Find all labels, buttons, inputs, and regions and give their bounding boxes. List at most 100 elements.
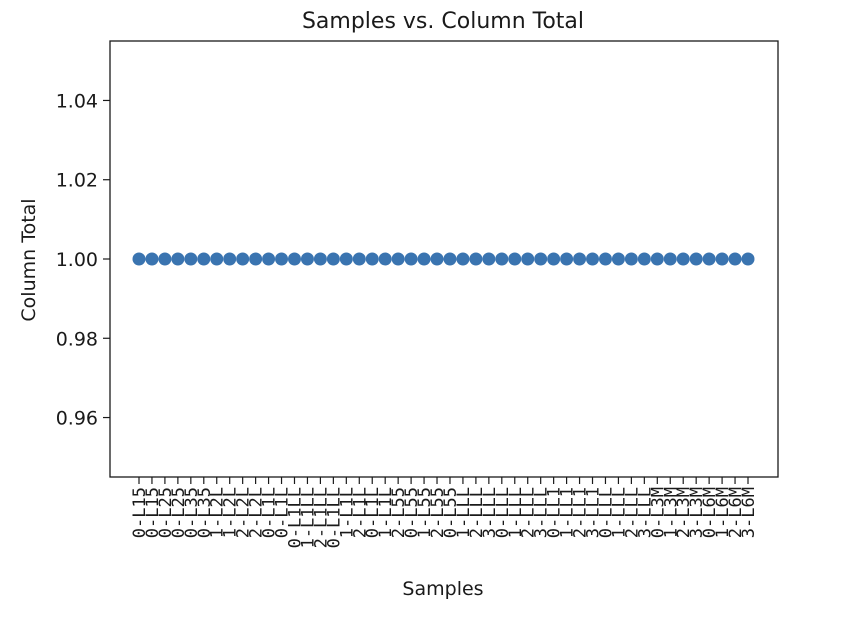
x-tick-label: 1-L3M (661, 487, 681, 538)
x-tick-label: 1-L2L (221, 487, 241, 538)
data-point (663, 252, 677, 266)
data-point (197, 252, 211, 266)
x-tick-label: 3-LLL (480, 487, 500, 538)
x-tick-label: 0-L55 (402, 487, 422, 538)
data-point (689, 252, 703, 266)
x-tick-label: 3-LLL (635, 487, 655, 538)
data-point (598, 252, 612, 266)
x-tick-label: 0-L55 (441, 487, 461, 538)
data-point (223, 252, 237, 266)
data-point (573, 252, 587, 266)
plot-frame (109, 40, 779, 478)
data-point (339, 252, 353, 266)
data-point (365, 252, 379, 266)
x-tick-label: 0-L1L (273, 487, 293, 538)
x-tick-label: 0-LLL (596, 487, 616, 538)
chart-title: Samples vs. Column Total (302, 9, 584, 34)
x-tick-label: 1-L55 (415, 487, 435, 538)
x-tick-label: 0-L1LL (285, 487, 305, 548)
data-point (547, 252, 561, 266)
x-tick-label: 2-L55 (428, 487, 448, 538)
x-tick-label: 0-LL1 (545, 487, 565, 538)
data-point (404, 252, 418, 266)
x-axis-label: Samples (402, 578, 483, 600)
data-point (521, 252, 535, 266)
data-point (508, 252, 522, 266)
data-point (728, 252, 742, 266)
x-tick-label: 0-L25 (156, 487, 176, 538)
data-point (715, 252, 729, 266)
x-tick-label: 1-LLL (506, 487, 526, 538)
y-tick-label: 0.98 (56, 328, 98, 350)
data-point (352, 252, 366, 266)
x-tick-label: 1-LLL (609, 487, 629, 538)
y-tick-label: 0.96 (56, 408, 98, 430)
data-point (132, 252, 146, 266)
x-tick-label: 2-L55 (389, 487, 409, 538)
x-tick-label: 0-LLL (493, 487, 513, 538)
data-point (560, 252, 574, 266)
x-tick-label: 2-LL1 (571, 487, 591, 538)
data-point (145, 252, 159, 266)
x-tick-label: 1-L1L (376, 487, 396, 538)
data-point (262, 252, 276, 266)
x-tick-label: 3-L3M (687, 487, 707, 538)
x-tick-label: 1-L6M (713, 487, 733, 538)
data-point (158, 252, 172, 266)
data-point (624, 252, 638, 266)
data-point (287, 252, 301, 266)
data-point (495, 252, 509, 266)
x-tick-label: 0-L6M (700, 487, 720, 538)
x-tick-label: 2-L1L (350, 487, 370, 538)
x-tick-label: 0-L35 (195, 487, 215, 538)
data-point (378, 252, 392, 266)
x-tick-label: 0-L25 (169, 487, 189, 538)
data-point (702, 252, 716, 266)
x-tick-label: 2-LLL (519, 487, 539, 538)
data-point (482, 252, 496, 266)
x-tick-label: 3-L6M (739, 487, 759, 538)
x-tick-label: 0-L1L (260, 487, 280, 538)
data-point (184, 252, 198, 266)
y-axis-ticks: 0.96 0.98 1.00 1.02 1.04 (56, 90, 110, 430)
data-point (313, 252, 327, 266)
x-tick-label: 1-LL1 (558, 487, 578, 538)
x-tick-label: 0-L15 (130, 487, 150, 538)
data-point (171, 252, 185, 266)
data-point (534, 252, 548, 266)
data-point (236, 252, 250, 266)
data-point (430, 252, 444, 266)
x-tick-label: 2-L1LL (311, 487, 331, 548)
x-tick-label: 0-L1L (363, 487, 383, 538)
x-tick-label: 2-L3M (674, 487, 694, 538)
data-point (637, 252, 651, 266)
x-tick-label: 2-L2L (234, 487, 254, 538)
x-tick-label: 2-L6M (726, 487, 746, 538)
x-tick-label: 2-LLL (467, 487, 487, 538)
y-tick-label: 1.02 (56, 170, 98, 192)
x-tick-label: 3-LL1 (584, 487, 604, 538)
data-point (443, 252, 457, 266)
x-tick-label: 1-LLL (454, 487, 474, 538)
data-point (586, 252, 600, 266)
data-point (456, 252, 470, 266)
x-tick-label: 0-L35 (182, 487, 202, 538)
x-tick-label: 0-L3M (648, 487, 668, 538)
x-tick-label: 1-L1L (337, 487, 357, 538)
data-point (249, 252, 263, 266)
data-point (741, 252, 755, 266)
data-point (611, 252, 625, 266)
data-point (391, 252, 405, 266)
data-point (417, 252, 431, 266)
x-tick-label: 2-LLL (622, 487, 642, 538)
data-point (275, 252, 289, 266)
data-point (650, 252, 664, 266)
y-axis-label: Column Total (18, 198, 40, 321)
x-tick-label: 2-L2L (247, 487, 267, 538)
data-points (132, 252, 755, 266)
data-point (676, 252, 690, 266)
y-tick-label: 1.04 (56, 90, 98, 112)
x-tick-label: 1-L1LL (298, 487, 318, 548)
x-tick-label: 3-LLL (532, 487, 552, 538)
